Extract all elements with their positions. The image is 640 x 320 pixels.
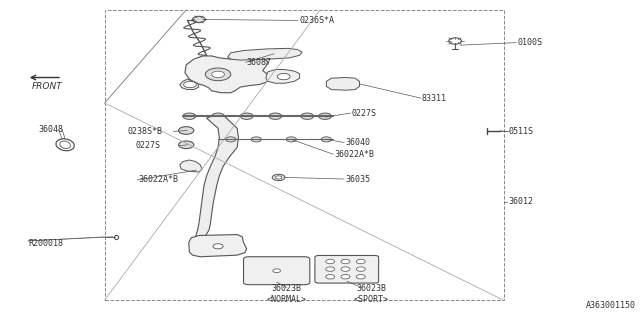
- Circle shape: [449, 38, 461, 44]
- Polygon shape: [266, 69, 300, 83]
- Text: 0227S: 0227S: [135, 141, 160, 150]
- Circle shape: [341, 259, 350, 264]
- Circle shape: [226, 137, 236, 142]
- Circle shape: [277, 73, 290, 80]
- Circle shape: [286, 137, 296, 142]
- Circle shape: [301, 113, 314, 119]
- Text: R200018: R200018: [28, 239, 63, 248]
- Text: 36012: 36012: [509, 197, 534, 206]
- Text: 0511S: 0511S: [509, 127, 534, 136]
- Circle shape: [273, 269, 280, 273]
- Polygon shape: [180, 160, 202, 172]
- Circle shape: [356, 275, 365, 279]
- Circle shape: [356, 259, 365, 264]
- Text: 36023B
<SPORT>: 36023B <SPORT>: [353, 284, 388, 304]
- Text: 0238S*B: 0238S*B: [127, 127, 163, 136]
- Text: 36087: 36087: [246, 58, 272, 67]
- Circle shape: [183, 113, 196, 119]
- Text: 36023B
<NORMAL>: 36023B <NORMAL>: [267, 284, 307, 304]
- Circle shape: [326, 267, 335, 271]
- Text: 36022A*B: 36022A*B: [335, 150, 374, 159]
- Polygon shape: [196, 116, 239, 241]
- Polygon shape: [189, 235, 246, 257]
- Circle shape: [179, 127, 194, 134]
- Circle shape: [205, 68, 231, 81]
- Text: 0236S*A: 0236S*A: [300, 16, 335, 25]
- Polygon shape: [180, 79, 199, 90]
- Circle shape: [213, 244, 223, 249]
- Text: 83311: 83311: [422, 94, 447, 103]
- Circle shape: [193, 16, 205, 23]
- Circle shape: [341, 275, 350, 279]
- Circle shape: [321, 137, 332, 142]
- Text: A363001150: A363001150: [586, 301, 636, 310]
- Polygon shape: [228, 48, 302, 60]
- Circle shape: [326, 259, 335, 264]
- Text: 36022A*B: 36022A*B: [138, 175, 179, 185]
- Circle shape: [269, 113, 282, 119]
- Text: 36035: 36035: [346, 174, 371, 184]
- Text: FRONT: FRONT: [32, 82, 63, 91]
- Circle shape: [184, 81, 196, 88]
- Text: 0227S: 0227S: [352, 108, 377, 117]
- Polygon shape: [185, 56, 269, 93]
- Text: 36040: 36040: [346, 138, 371, 147]
- Circle shape: [341, 267, 350, 271]
- Circle shape: [356, 267, 365, 271]
- Circle shape: [319, 113, 332, 119]
- FancyBboxPatch shape: [315, 255, 379, 283]
- Text: 0100S: 0100S: [518, 38, 543, 47]
- Circle shape: [212, 71, 225, 77]
- Circle shape: [326, 275, 335, 279]
- Circle shape: [179, 141, 194, 148]
- Bar: [104, 10, 504, 300]
- Circle shape: [272, 174, 285, 180]
- Polygon shape: [326, 77, 360, 90]
- Circle shape: [241, 113, 253, 119]
- Circle shape: [212, 113, 225, 119]
- Text: 36048: 36048: [38, 125, 63, 134]
- FancyBboxPatch shape: [244, 257, 310, 285]
- Circle shape: [251, 137, 261, 142]
- Circle shape: [275, 176, 282, 179]
